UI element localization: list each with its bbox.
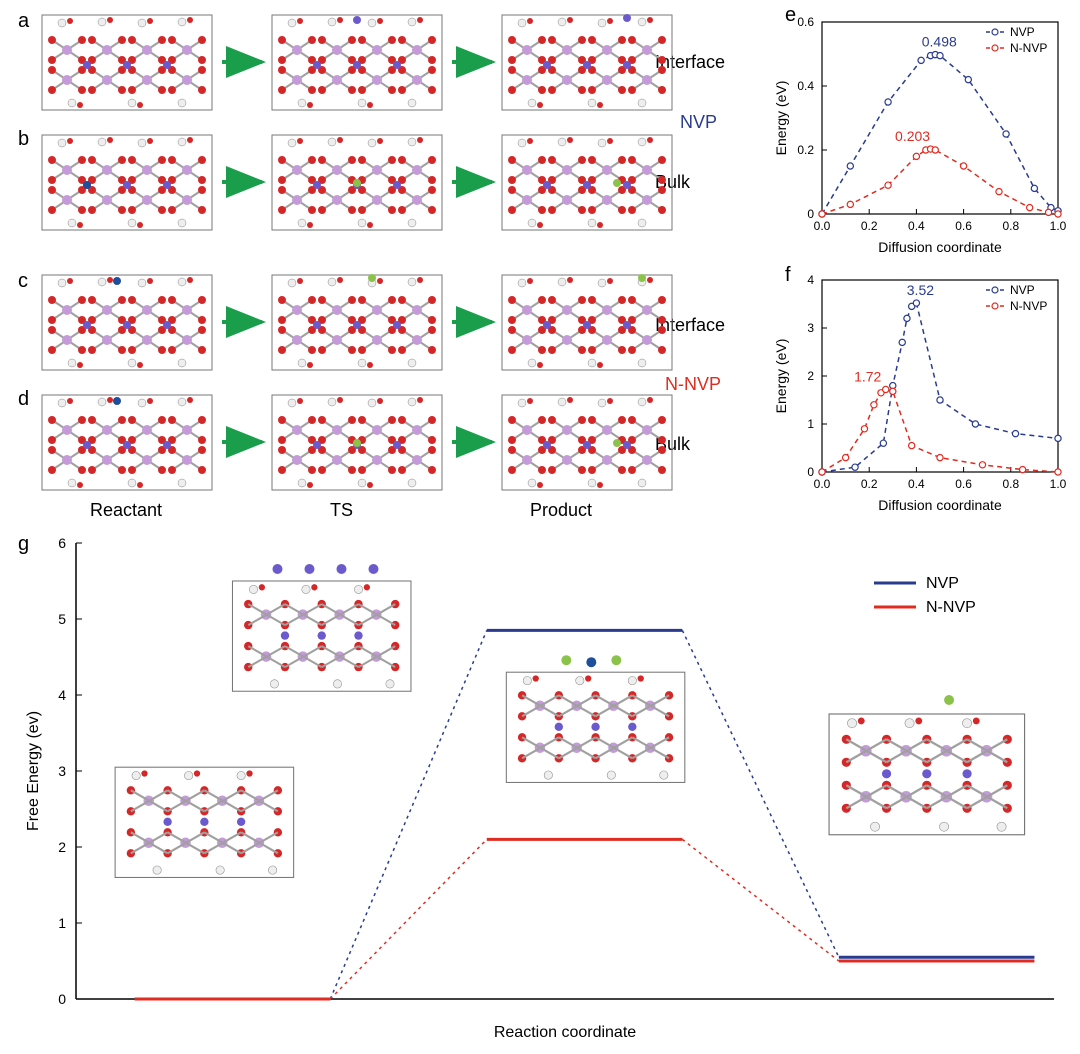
svg-text:1: 1 — [807, 417, 814, 431]
svg-text:0: 0 — [58, 991, 66, 1007]
svg-text:1: 1 — [58, 915, 66, 931]
svg-text:1.72: 1.72 — [854, 368, 881, 384]
svg-text:2: 2 — [58, 839, 66, 855]
row-c — [42, 274, 672, 370]
svg-text:NVP: NVP — [926, 575, 959, 592]
panel-label-d: d — [18, 388, 29, 411]
svg-text:0.6: 0.6 — [797, 15, 814, 29]
row-a — [42, 14, 672, 110]
svg-text:Diffusion coordinate: Diffusion coordinate — [878, 239, 1002, 255]
panel-label-c: c — [18, 270, 28, 293]
svg-text:5: 5 — [58, 611, 66, 627]
svg-text:N-NVP: N-NVP — [1010, 299, 1047, 313]
chart-e: 0.0 0.2 0.4 0.6 0.8 1.0 0 0.2 0.4 0.6 Diffusion co… — [770, 8, 1070, 258]
svg-text:0.6: 0.6 — [955, 219, 972, 233]
svg-text:Energy (eV): Energy (eV) — [773, 81, 789, 156]
svg-text:4: 4 — [807, 273, 814, 287]
svg-text:0.498: 0.498 — [922, 34, 957, 50]
svg-text:N-NVP: N-NVP — [1010, 41, 1047, 55]
structures-grid — [30, 10, 750, 500]
svg-text:Diffusion coordinate: Diffusion coordinate — [878, 497, 1002, 513]
svg-text:0.0: 0.0 — [814, 219, 831, 233]
panel-label-a: a — [18, 10, 29, 33]
svg-text:Reaction coordinate: Reaction coordinate — [494, 1024, 636, 1041]
svg-text:NVP: NVP — [1010, 25, 1035, 39]
svg-text:0.203: 0.203 — [895, 128, 930, 144]
col-label-reactant: Reactant — [90, 500, 162, 521]
svg-text:Energy (eV): Energy (eV) — [773, 339, 789, 414]
svg-text:3.52: 3.52 — [907, 282, 934, 298]
svg-text:0.8: 0.8 — [1002, 477, 1019, 491]
svg-text:1.0: 1.0 — [1050, 477, 1067, 491]
row-d — [42, 395, 672, 490]
svg-text:2: 2 — [807, 369, 814, 383]
svg-text:0.6: 0.6 — [955, 477, 972, 491]
chart-g: 0 1 2 3 4 5 6 Reaction coordinate Free Energy (e… — [18, 535, 1068, 1045]
svg-text:0.2: 0.2 — [861, 219, 878, 233]
svg-text:4: 4 — [58, 687, 66, 703]
svg-text:1.0: 1.0 — [1050, 219, 1067, 233]
svg-text:Free Energy (ev): Free Energy (ev) — [25, 711, 42, 831]
svg-text:0.4: 0.4 — [908, 477, 925, 491]
chart-f: 0.0 0.2 0.4 0.6 0.8 1.0 0 1 2 3 4 Diffusion coordin… — [770, 266, 1070, 516]
svg-text:N-NVP: N-NVP — [926, 599, 976, 616]
svg-text:0.8: 0.8 — [1002, 219, 1019, 233]
svg-text:0.4: 0.4 — [797, 79, 814, 93]
svg-text:0: 0 — [807, 207, 814, 221]
row-b — [42, 135, 672, 230]
svg-text:0.2: 0.2 — [861, 477, 878, 491]
col-label-ts: TS — [330, 500, 353, 521]
svg-text:6: 6 — [58, 535, 66, 551]
svg-text:NVP: NVP — [1010, 283, 1035, 297]
svg-text:3: 3 — [807, 321, 814, 335]
svg-text:0.4: 0.4 — [908, 219, 925, 233]
col-label-product: Product — [530, 500, 592, 521]
svg-text:0.0: 0.0 — [814, 477, 831, 491]
svg-text:3: 3 — [58, 763, 66, 779]
panel-label-b: b — [18, 128, 29, 151]
svg-text:0.2: 0.2 — [797, 143, 814, 157]
svg-text:0: 0 — [807, 465, 814, 479]
